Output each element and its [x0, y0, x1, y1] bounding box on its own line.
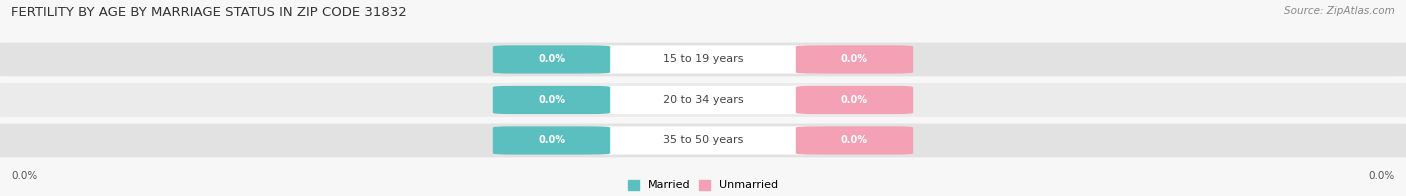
Text: 35 to 50 years: 35 to 50 years	[662, 135, 744, 145]
Text: 0.0%: 0.0%	[841, 95, 868, 105]
Text: Source: ZipAtlas.com: Source: ZipAtlas.com	[1284, 6, 1395, 16]
Text: 20 to 34 years: 20 to 34 years	[662, 95, 744, 105]
Text: 0.0%: 0.0%	[841, 54, 868, 64]
Text: 0.0%: 0.0%	[538, 54, 565, 64]
Text: FERTILITY BY AGE BY MARRIAGE STATUS IN ZIP CODE 31832: FERTILITY BY AGE BY MARRIAGE STATUS IN Z…	[11, 6, 406, 19]
FancyBboxPatch shape	[581, 46, 827, 73]
Text: 15 to 19 years: 15 to 19 years	[662, 54, 744, 64]
FancyBboxPatch shape	[796, 87, 912, 113]
FancyBboxPatch shape	[494, 127, 610, 154]
FancyBboxPatch shape	[494, 87, 610, 113]
Text: 0.0%: 0.0%	[538, 135, 565, 145]
FancyBboxPatch shape	[0, 84, 1406, 116]
Legend: Married, Unmarried: Married, Unmarried	[627, 180, 779, 191]
FancyBboxPatch shape	[796, 127, 912, 154]
FancyBboxPatch shape	[0, 43, 1406, 76]
FancyBboxPatch shape	[581, 87, 827, 113]
Text: 0.0%: 0.0%	[11, 171, 38, 181]
Text: 0.0%: 0.0%	[1368, 171, 1395, 181]
FancyBboxPatch shape	[0, 124, 1406, 157]
Text: 0.0%: 0.0%	[841, 135, 868, 145]
Text: 0.0%: 0.0%	[538, 95, 565, 105]
FancyBboxPatch shape	[581, 127, 827, 154]
FancyBboxPatch shape	[796, 46, 912, 73]
FancyBboxPatch shape	[494, 46, 610, 73]
